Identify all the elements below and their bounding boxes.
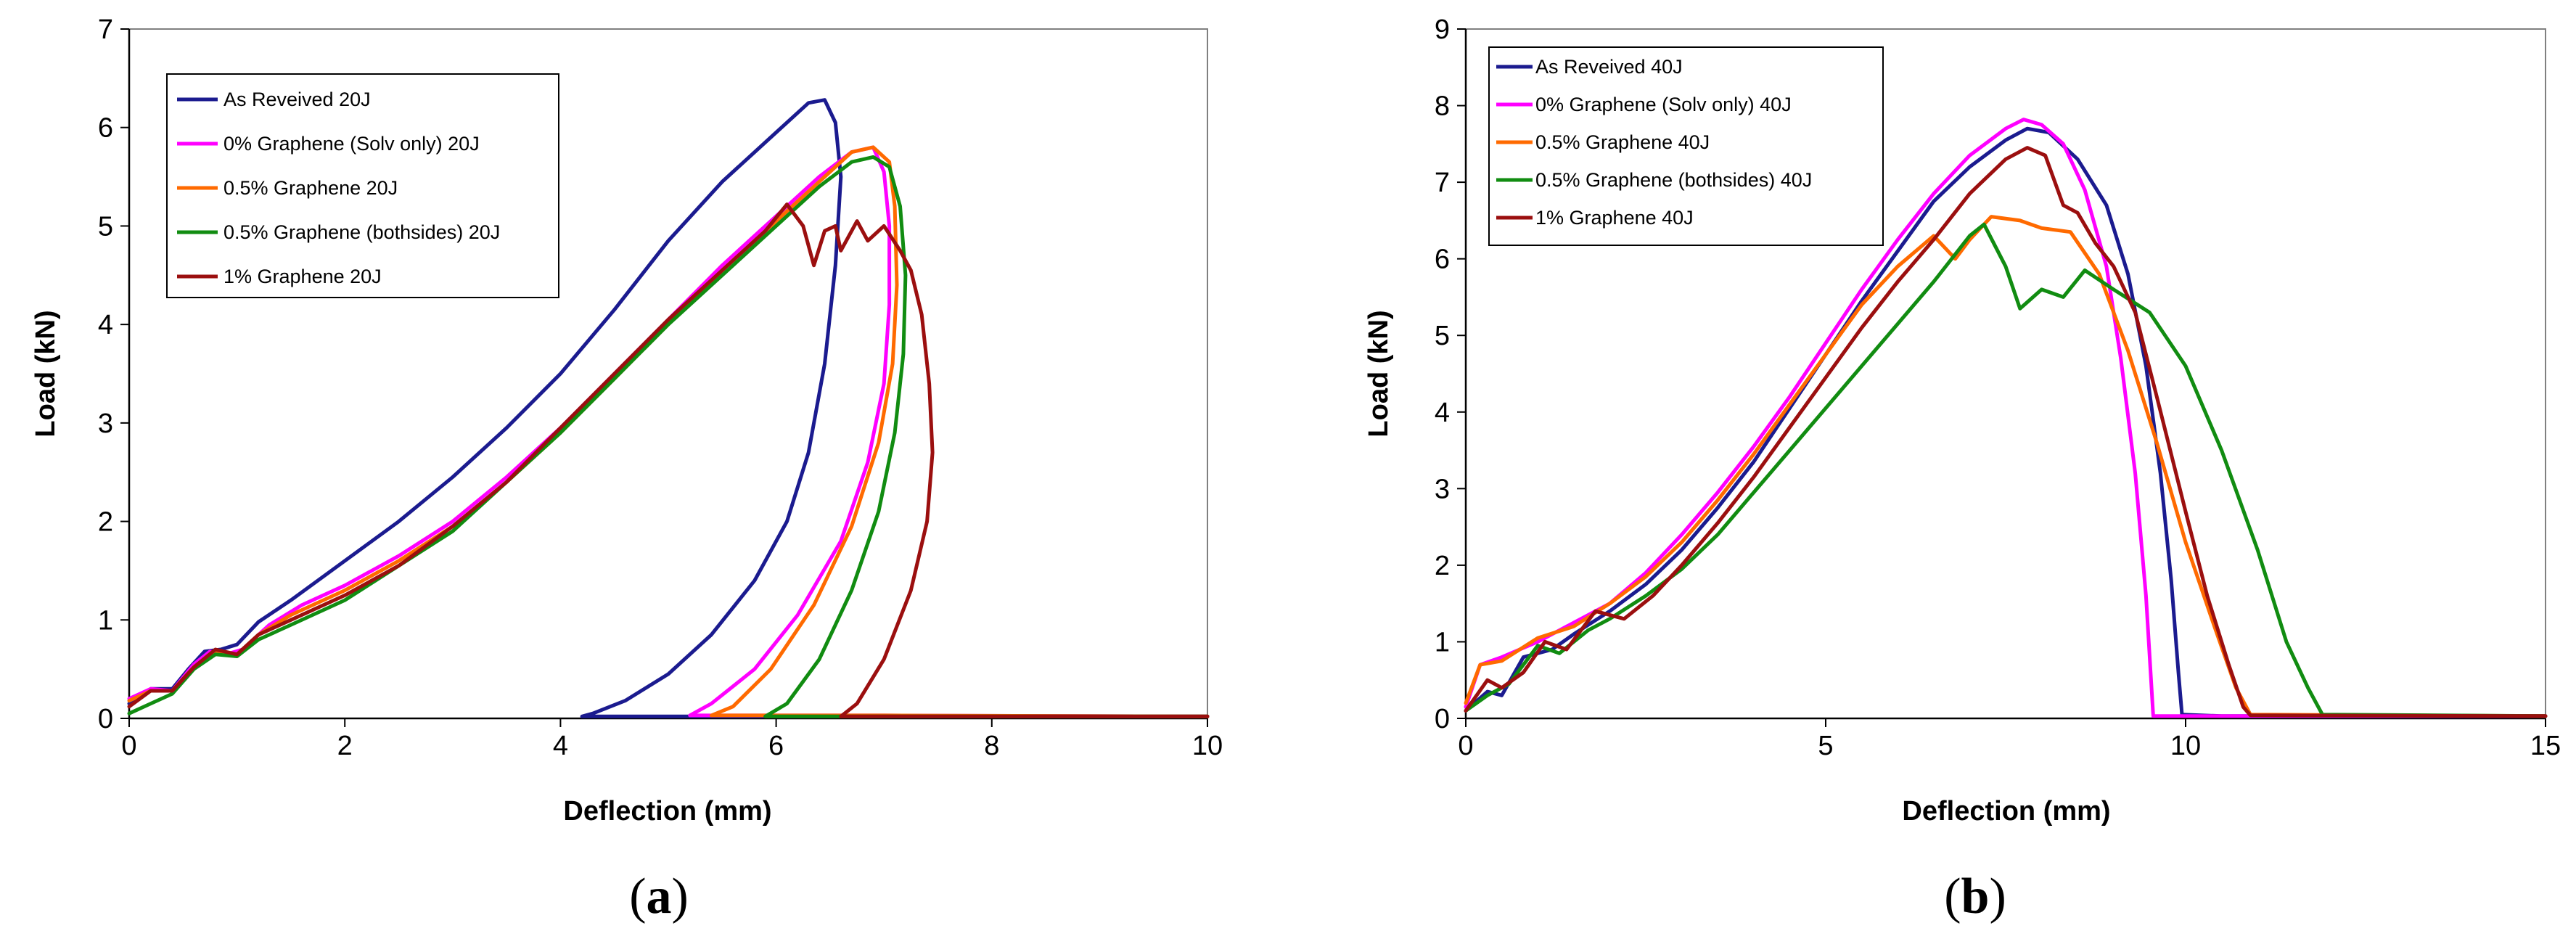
y-tick-label: 1	[1435, 627, 1450, 657]
legend-label: As Reveived 40J	[1535, 56, 1683, 78]
panel-b-y-axis-title: Load (kN)	[1363, 310, 1394, 437]
x-tick-label: 0	[121, 731, 136, 761]
legend-label: As Reveived 20J	[223, 89, 371, 110]
panel-a-series-lines	[127, 98, 1210, 718]
y-tick-label: 2	[98, 507, 113, 538]
y-tick-label: 6	[98, 113, 113, 144]
x-tick-label: 10	[2170, 731, 2201, 761]
panel-a-x-axis-title: Deflection (mm)	[563, 796, 771, 827]
y-tick-label: 8	[1435, 91, 1450, 122]
legend-label: 0.5% Graphene (bothsides) 20J	[223, 221, 500, 243]
series-line	[1464, 126, 2548, 718]
panel-b-x-ticks: 0 5 10 15	[1458, 717, 2561, 761]
y-tick-label: 1	[98, 605, 113, 636]
panel-a-y-ticks: 0 1 2 3 4 5 6 7	[98, 15, 131, 734]
panel-b-x-axis-title: Deflection (mm)	[1902, 796, 2110, 827]
panel-b-label: (b)	[1944, 869, 2006, 924]
y-tick-label: 5	[98, 211, 113, 242]
series-line	[127, 98, 1210, 718]
y-tick-label: 4	[98, 310, 113, 340]
x-tick-label: 5	[1818, 731, 1833, 761]
x-tick-label: 8	[984, 731, 999, 761]
y-tick-label: 4	[1435, 398, 1450, 428]
legend-label: 1% Graphene 40J	[1535, 207, 1694, 229]
legend-label: 0.5% Graphene 40J	[1535, 131, 1710, 153]
legend-label: 0.5% Graphene (bothsides) 40J	[1535, 169, 1812, 191]
y-tick-label: 6	[1435, 245, 1450, 275]
panel-b-label-letter: b	[1961, 869, 1990, 924]
y-tick-label: 0	[1435, 704, 1450, 734]
x-tick-label: 2	[337, 731, 353, 761]
panel-b-legend: As Reveived 40J 0% Graphene (Solv only) 4…	[1488, 46, 1884, 246]
series-line	[1464, 222, 2548, 718]
panel-a-y-axis-title: Load (kN)	[30, 310, 61, 437]
series-line	[1464, 215, 2548, 718]
x-tick-label: 6	[768, 731, 784, 761]
y-tick-label: 0	[98, 704, 113, 734]
panel-b-legend-box	[1488, 46, 1884, 246]
y-tick-label: 9	[1435, 15, 1450, 45]
y-tick-label: 7	[98, 15, 113, 45]
panel-b-chart: 0 5 10 15 0 1 2 3 4 5 6 7 8 9 Deflection (mm) Load (…	[1363, 15, 2561, 924]
y-tick-label: 5	[1435, 321, 1450, 351]
legend-label: 0% Graphene (Solv only) 20J	[223, 133, 480, 155]
panel-a-label: (a)	[629, 869, 689, 924]
x-tick-label: 0	[1458, 731, 1473, 761]
panel-a-legend-box	[166, 73, 559, 298]
x-tick-label: 4	[553, 731, 568, 761]
legend-label: 1% Graphene 20J	[223, 266, 382, 287]
panel-a-legend: As Reveived 20J 0% Graphene (Solv only) 2…	[166, 73, 559, 298]
legend-label: 0% Graphene (Solv only) 40J	[1535, 94, 1792, 115]
panel-a-chart: 0 2 4 6 8 10 0 1 2 3 4 5 6 7 Deflection (mm) Load (k…	[30, 15, 1223, 924]
x-tick-label: 15	[2530, 731, 2561, 761]
panel-b-y-ticks: 0 1 2 3 4 5 6 7 8 9	[1435, 15, 1467, 734]
y-tick-label: 3	[1435, 474, 1450, 504]
y-tick-label: 3	[98, 409, 113, 439]
y-tick-label: 2	[1435, 551, 1450, 581]
panel-b-series-lines	[1464, 118, 2548, 718]
y-tick-label: 7	[1435, 168, 1450, 198]
series-line	[1464, 146, 2548, 718]
panel-a-x-ticks: 0 2 4 6 8 10	[121, 717, 1223, 761]
series-line	[127, 202, 1210, 718]
x-tick-label: 10	[1192, 731, 1223, 761]
legend-label: 0.5% Graphene 20J	[223, 177, 398, 199]
panel-a-label-letter: a	[647, 869, 672, 924]
